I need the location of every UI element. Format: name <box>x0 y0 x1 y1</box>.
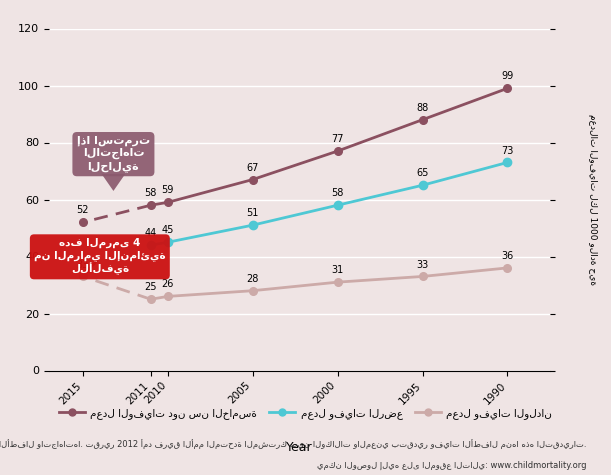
Text: 99: 99 <box>501 71 514 81</box>
Legend: معدل الوفيات دون سن الخامسة, معدل وفيات الرضع, معدل وفيات الولدان: معدل الوفيات دون سن الخامسة, معدل وفيات … <box>54 404 557 423</box>
Text: 44: 44 <box>145 228 157 238</box>
Text: 67: 67 <box>246 162 259 172</box>
Text: 45: 45 <box>161 225 174 235</box>
Text: 33: 33 <box>417 259 429 269</box>
Text: 77: 77 <box>331 134 344 144</box>
Text: 58: 58 <box>145 188 157 198</box>
Text: 52: 52 <box>76 205 89 215</box>
Text: المصدر: يعتمد على مستويات وفيات الأطفال واتجاهاتها. تقرير 2012 أمد فريق الأمم ال: المصدر: يعتمد على مستويات وفيات الأطفال … <box>0 439 587 449</box>
Text: 36: 36 <box>501 251 514 261</box>
Text: 73: 73 <box>501 145 514 155</box>
Text: 65: 65 <box>416 168 429 178</box>
Text: 58: 58 <box>331 188 344 198</box>
Text: 33: 33 <box>77 259 89 269</box>
Text: 25: 25 <box>145 282 157 292</box>
Text: هدف المرمى 4
من المرامي الإنمائية
للألفية: هدف المرمى 4 من المرامي الإنمائية للألفي… <box>34 238 166 275</box>
Text: إذا استمرت
الاتجاهات
الحالية: إذا استمرت الاتجاهات الحالية <box>77 136 150 191</box>
Text: 28: 28 <box>246 274 259 284</box>
X-axis label: Year: Year <box>286 441 313 454</box>
Text: 51: 51 <box>246 208 259 218</box>
Text: 59: 59 <box>161 185 174 195</box>
Text: يمكن الوصول إليه على الموقع التالي: www.childmortality.org: يمكن الوصول إليه على الموقع التالي: www.… <box>317 461 587 470</box>
Text: 88: 88 <box>417 103 429 113</box>
Polygon shape <box>101 174 125 191</box>
Text: معدلات الوفيات لكل 1000 ولادة حية: معدلات الوفيات لكل 1000 ولادة حية <box>588 114 597 285</box>
Text: 31: 31 <box>332 265 344 275</box>
Text: 26: 26 <box>161 279 174 289</box>
